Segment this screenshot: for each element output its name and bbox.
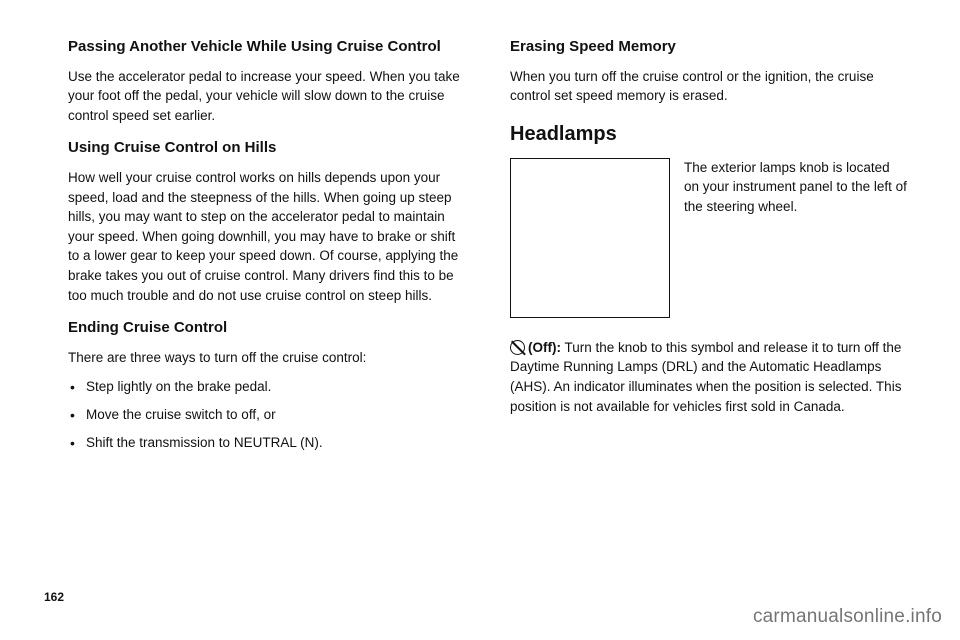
- watermark: carmanualsonline.info: [753, 606, 942, 628]
- off-label: (Off):: [528, 340, 561, 355]
- heading-erasing: Erasing Speed Memory: [510, 38, 908, 57]
- headlamps-caption: The exterior lamps knob is located on yo…: [684, 158, 908, 318]
- para-hills: How well your cruise control works on hi…: [68, 168, 466, 305]
- off-body: Turn the knob to this symbol and release…: [510, 340, 901, 414]
- page-number: 162: [44, 590, 64, 604]
- para-erasing: When you turn off the cruise control or …: [510, 67, 908, 106]
- off-paragraph: (Off): Turn the knob to this symbol and …: [510, 338, 908, 416]
- headlamps-figure: [510, 158, 670, 318]
- heading-headlamps: Headlamps: [510, 122, 908, 146]
- list-item: Move the cruise switch to off, or: [86, 405, 466, 425]
- off-symbol-icon: [510, 340, 525, 355]
- list-item: Shift the transmission to NEUTRAL (N).: [86, 433, 466, 453]
- list-item: Step lightly on the brake pedal.: [86, 377, 466, 397]
- heading-ending: Ending Cruise Control: [68, 319, 466, 338]
- heading-hills: Using Cruise Control on Hills: [68, 139, 466, 158]
- ending-list: Step lightly on the brake pedal. Move th…: [68, 377, 466, 452]
- headlamps-figure-row: The exterior lamps knob is located on yo…: [510, 158, 908, 318]
- left-column: Passing Another Vehicle While Using Crui…: [68, 38, 466, 460]
- right-column: Erasing Speed Memory When you turn off t…: [510, 38, 908, 460]
- heading-passing: Passing Another Vehicle While Using Crui…: [68, 38, 466, 57]
- para-ending-intro: There are three ways to turn off the cru…: [68, 348, 466, 368]
- para-passing: Use the accelerator pedal to increase yo…: [68, 67, 466, 126]
- page-content: Passing Another Vehicle While Using Crui…: [0, 0, 960, 490]
